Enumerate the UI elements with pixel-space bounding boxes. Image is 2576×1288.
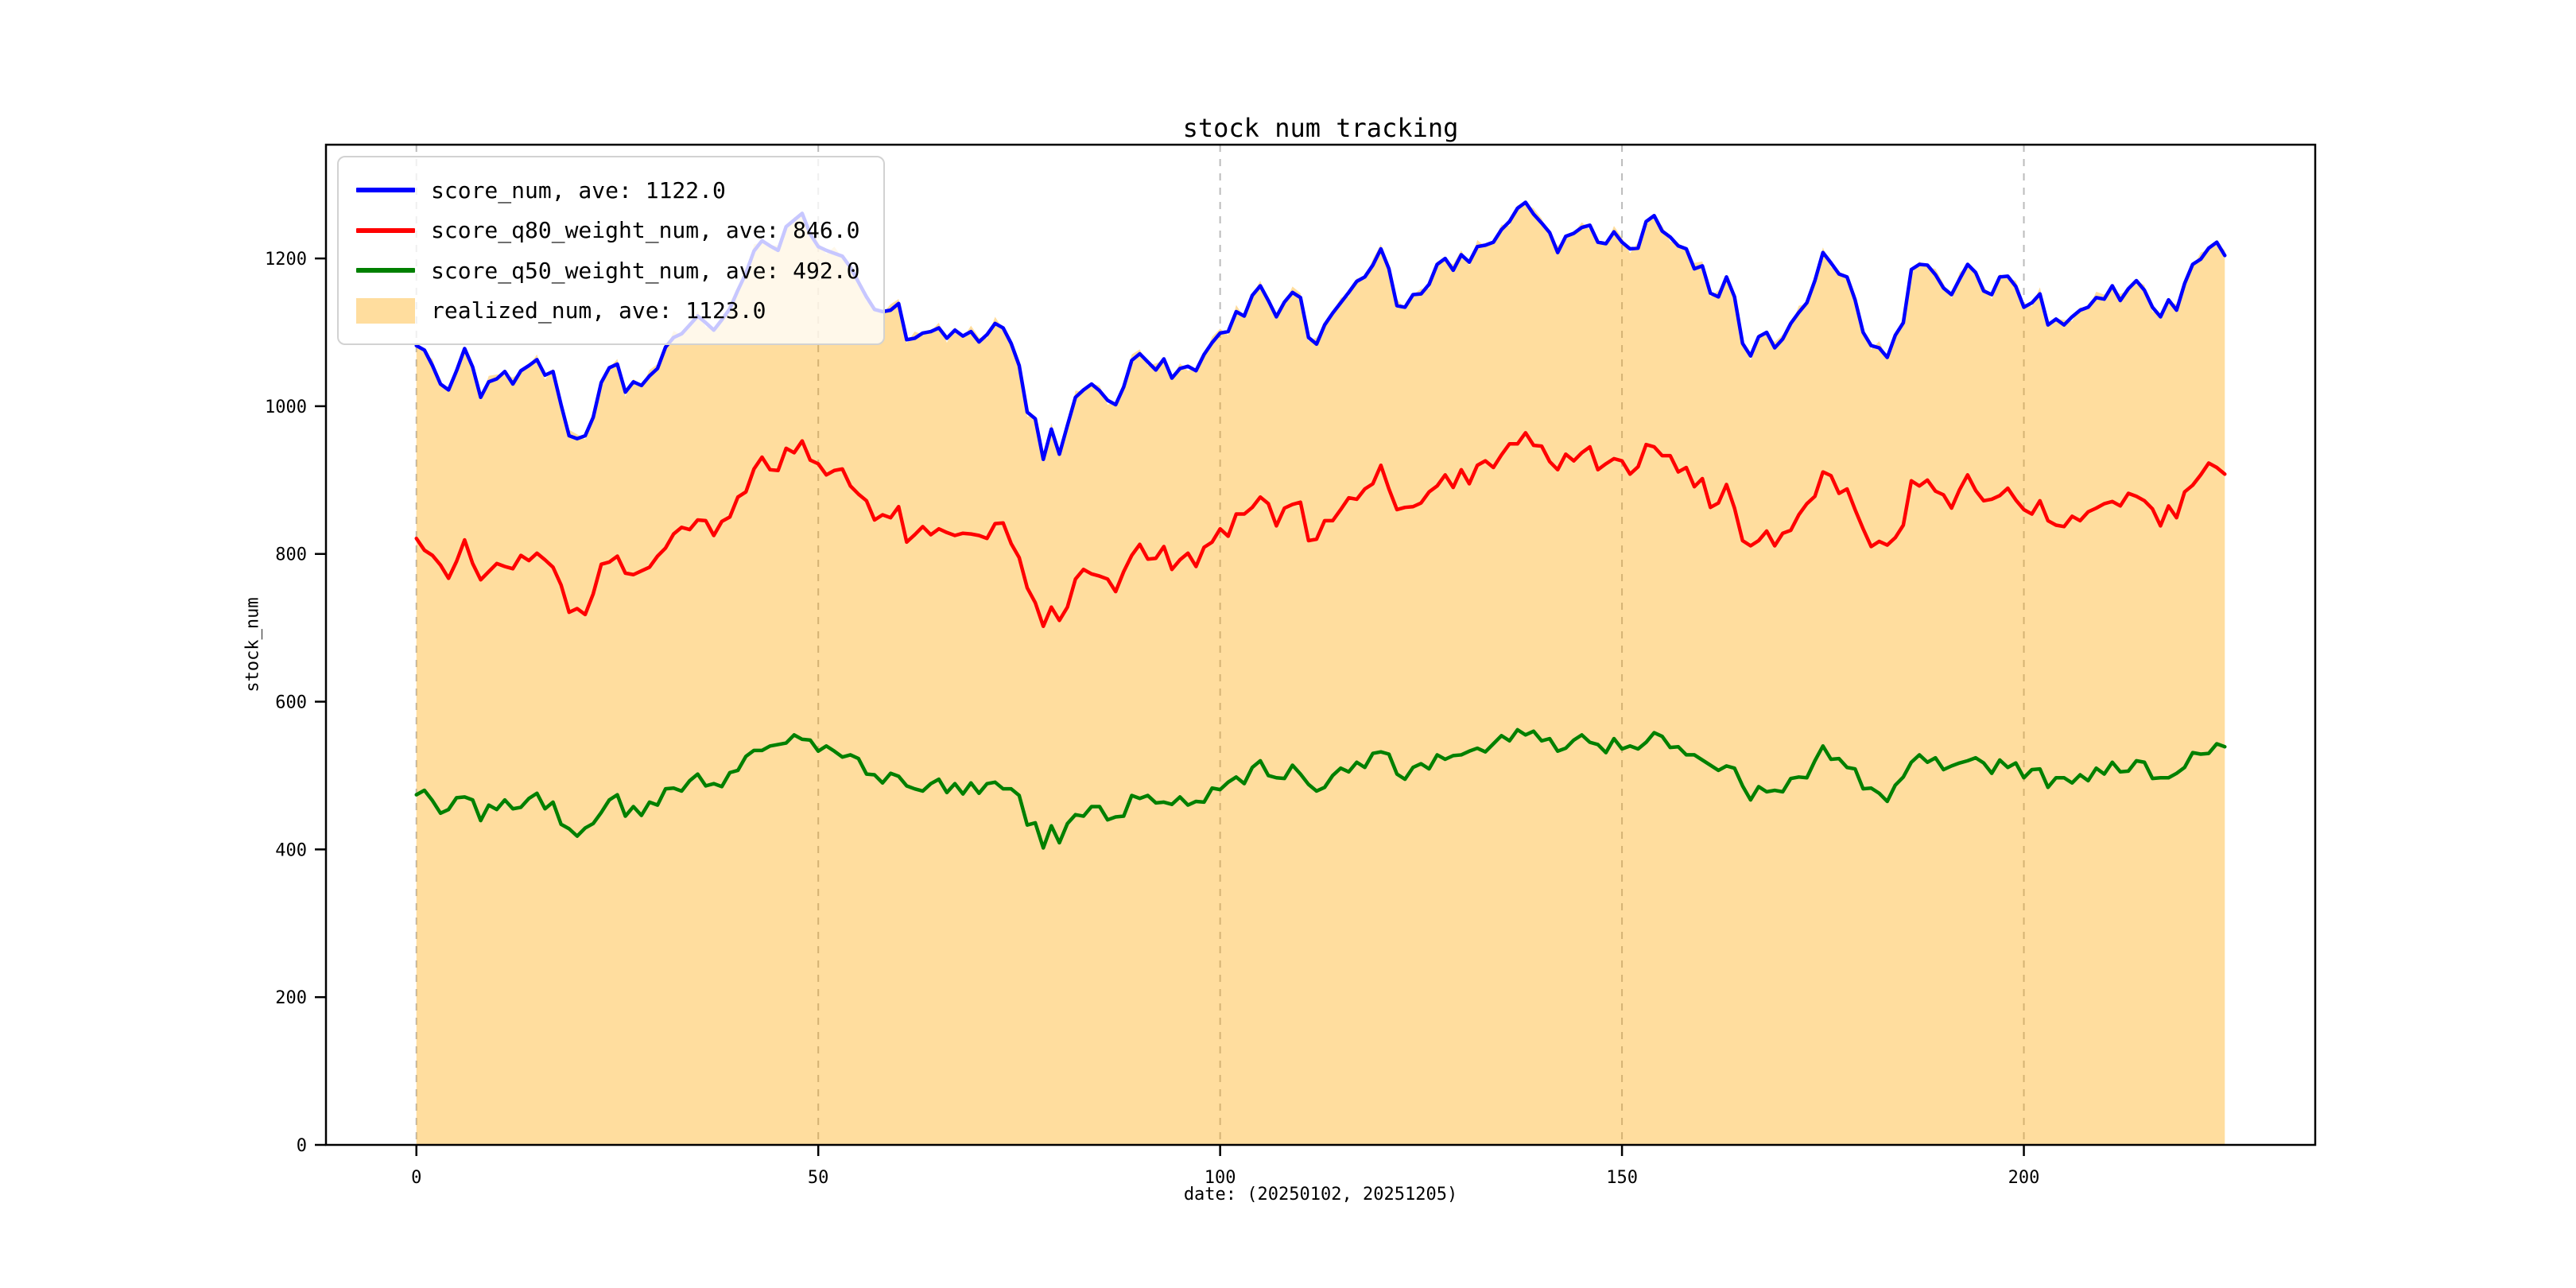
ticks: 0 50 100 150 200 0 200 400 600 800 1000 1200 <box>265 250 2039 1188</box>
axes-spine <box>324 143 2317 1146</box>
legend-row: score_num, ave: 1122.0 <box>356 170 859 211</box>
y-tick-label: 1000 <box>265 398 307 417</box>
x-tick-label: 100 <box>1205 1168 1236 1188</box>
legend-row: score_q80_weight_num, ave: 846.0 <box>356 211 859 251</box>
y-tick-label: 600 <box>275 693 307 713</box>
y-tick-label: 200 <box>275 988 307 1008</box>
y-axis-label: stock_num <box>242 597 263 692</box>
legend-swatch-line-icon <box>356 188 415 193</box>
legend-label: score_q50_weight_num, ave: 492.0 <box>431 257 860 284</box>
legend-label: score_num, ave: 1122.0 <box>431 177 726 204</box>
x-tick-label: 200 <box>2008 1168 2040 1188</box>
chart-title: stock num tracking <box>1182 113 1459 143</box>
legend-swatch-area-icon <box>356 297 415 324</box>
x-tick-label: 50 <box>808 1168 829 1188</box>
x-tick-label: 0 <box>411 1168 421 1188</box>
legend-label: score_q80_weight_num, ave: 846.0 <box>431 217 860 244</box>
legend-label: realized_num, ave: 1123.0 <box>431 297 766 324</box>
area-series-realized_num <box>416 204 2225 1145</box>
legend-swatch-line-icon <box>356 227 415 233</box>
legend-row: realized_num, ave: 1123.0 <box>356 291 859 332</box>
y-tick-label: 400 <box>275 840 307 860</box>
legend: score_num, ave: 1122.0 score_q80_weight_n… <box>337 156 886 345</box>
line-series-2 <box>414 727 2227 850</box>
y-tick-label: 800 <box>275 545 307 565</box>
x-tick-label: 150 <box>1606 1168 1638 1188</box>
line-series-1 <box>414 431 2227 629</box>
y-tick-label: 0 <box>297 1136 307 1156</box>
x-axis-label: date: (20250102, 20251205) <box>1183 1185 1458 1205</box>
legend-row: score_q50_weight_num, ave: 492.0 <box>356 250 859 291</box>
gridlines <box>415 145 2025 1145</box>
legend-swatch-line-icon <box>356 268 415 274</box>
y-tick-label: 1200 <box>265 250 307 270</box>
